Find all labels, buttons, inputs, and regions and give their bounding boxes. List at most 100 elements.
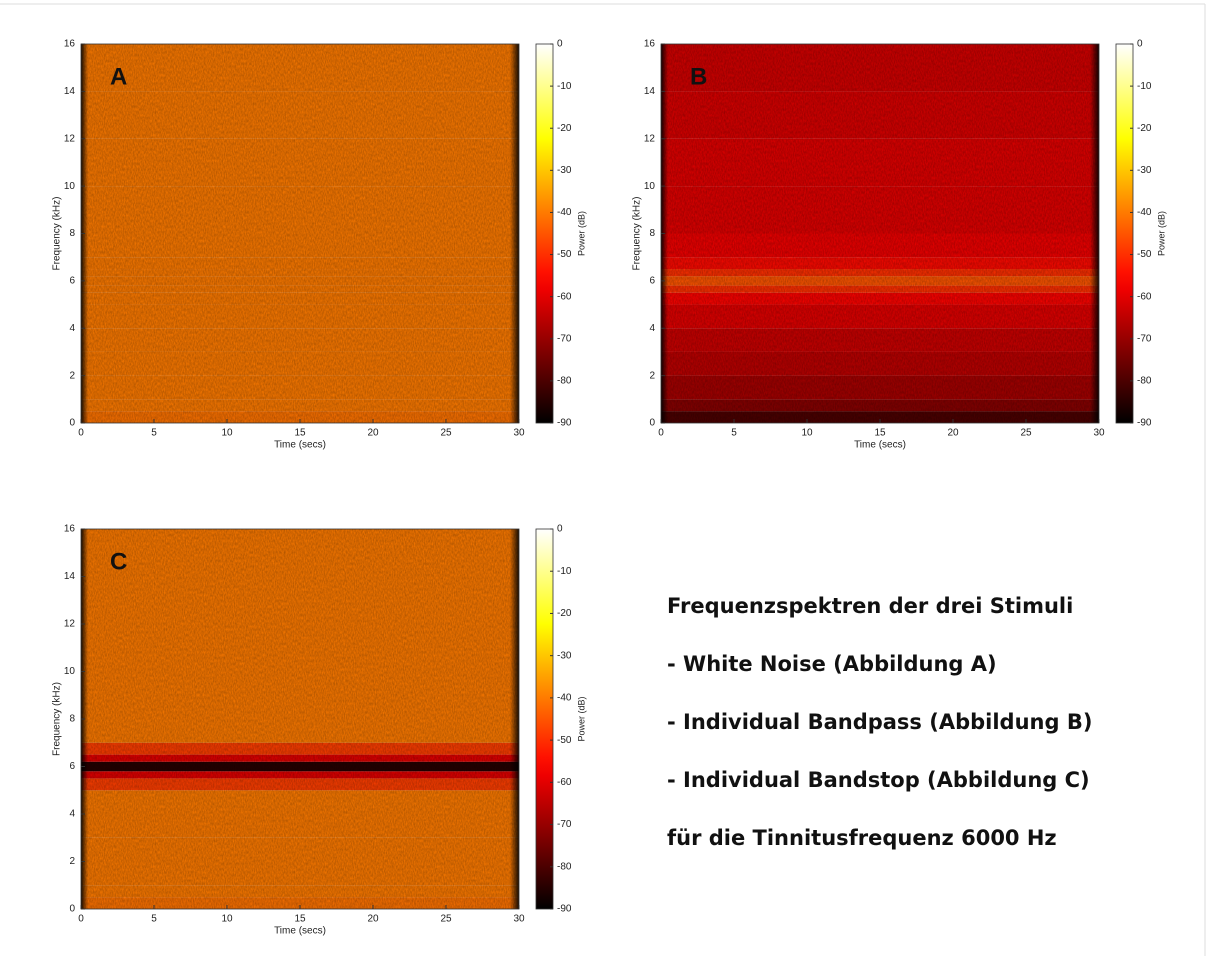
y-tick-label: 8 (649, 228, 655, 239)
colorbar-tick-label: -20 (557, 608, 572, 619)
caption-line: Frequenzspektren der drei Stimuli (667, 594, 1073, 618)
colorbar-tick-label: -70 (557, 819, 572, 830)
x-tick-label: 15 (874, 428, 886, 439)
colorbar-label: Power (dB) (576, 211, 586, 256)
x-tick-label: 20 (367, 914, 379, 925)
colorbar-tick-label: -10 (557, 81, 572, 92)
x-tick-label: 0 (78, 428, 84, 439)
y-tick-label: 10 (64, 666, 76, 677)
texture (81, 44, 519, 423)
caption-line: - Individual Bandstop (Abbildung C) (667, 768, 1090, 792)
edge-fade (510, 44, 519, 423)
y-tick-label: 16 (64, 524, 76, 535)
y-tick-label: 2 (69, 370, 75, 381)
caption-line: für die Tinnitusfrequenz 6000 Hz (667, 826, 1057, 850)
panel-label: C (110, 548, 127, 575)
x-axis-label: Time (secs) (854, 440, 906, 451)
y-tick-label: 16 (64, 39, 76, 50)
colorbar-tick-label: 0 (557, 524, 563, 535)
x-axis-label: Time (secs) (274, 926, 326, 937)
colorbar-tick-label: -50 (557, 735, 572, 746)
colorbar-tick-label: -20 (557, 123, 572, 134)
y-tick-label: 14 (64, 86, 76, 97)
colorbar-tick-label: -10 (557, 566, 572, 577)
y-axis-label: Frequency (kHz) (52, 682, 63, 756)
colorbar-tick-label: -30 (557, 165, 572, 176)
colorbar (535, 43, 554, 424)
y-axis-label: Frequency (kHz) (632, 197, 643, 271)
y-tick-label: 12 (64, 619, 76, 630)
colorbar-tick-label: -60 (1137, 291, 1152, 302)
x-tick-label: 30 (513, 914, 525, 925)
y-tick-label: 10 (644, 181, 656, 192)
y-tick-label: 0 (69, 418, 75, 429)
colorbar-tick-label: -50 (1137, 249, 1152, 260)
colorbar-tick-label: -30 (557, 650, 572, 661)
x-tick-label: 25 (440, 914, 452, 925)
colorbar-tick-label: -90 (557, 904, 572, 915)
y-tick-label: 4 (649, 323, 655, 334)
x-tick-label: 10 (801, 428, 813, 439)
caption-line: - White Noise (Abbildung A) (667, 652, 997, 676)
spectrogram-panel: B 0 5 10 15 20 25 30 0 2 4 6 8 10 12 14 16 Time (secs) Fre… (632, 39, 1167, 451)
x-tick-label: 0 (78, 914, 84, 925)
colorbar-tick-label: -70 (1137, 333, 1152, 344)
y-tick-label: 12 (64, 133, 76, 144)
x-tick-label: 25 (1020, 428, 1032, 439)
edge-fade (1090, 44, 1099, 423)
caption: Frequenzspektren der drei Stimuli - White… (667, 594, 1092, 850)
y-tick-label: 14 (64, 571, 76, 582)
y-tick-label: 6 (69, 276, 75, 287)
x-tick-label: 25 (440, 428, 452, 439)
colorbar-tick-label: -40 (557, 207, 572, 218)
y-tick-label: 14 (644, 86, 656, 97)
colorbar-tick-label: -90 (557, 418, 572, 429)
colorbar-tick-label: 0 (557, 39, 563, 50)
y-tick-label: 4 (69, 323, 75, 334)
colorbar-tick-label: -80 (1137, 376, 1152, 387)
spectrogram-panel: C 0 5 10 15 20 25 30 0 2 4 6 8 10 12 14 16 Time (secs) Fre… (52, 524, 587, 937)
colorbar-tick-label: 0 (1137, 39, 1143, 50)
y-axis-label: Frequency (kHz) (52, 197, 63, 271)
colorbar-tick-label: -60 (557, 777, 572, 788)
x-tick-label: 10 (221, 914, 233, 925)
colorbar-tick-label: -50 (557, 249, 572, 260)
x-tick-label: 0 (658, 428, 664, 439)
x-tick-label: 10 (221, 428, 233, 439)
texture (661, 44, 1099, 423)
y-tick-label: 4 (69, 809, 75, 820)
colorbar-tick-label: -80 (557, 376, 572, 387)
y-tick-label: 16 (644, 39, 656, 50)
x-tick-label: 5 (151, 914, 157, 925)
x-tick-label: 30 (513, 428, 525, 439)
colorbar (535, 528, 554, 910)
colorbar-tick-label: -40 (557, 693, 572, 704)
colorbar-tick-label: -40 (1137, 207, 1152, 218)
y-tick-label: 2 (69, 856, 75, 867)
colorbar-tick-label: -30 (1137, 165, 1152, 176)
panel-label: B (690, 63, 707, 90)
x-tick-label: 20 (947, 428, 959, 439)
colorbar-tick-label: -20 (1137, 123, 1152, 134)
y-tick-label: 12 (644, 133, 656, 144)
x-tick-label: 5 (731, 428, 737, 439)
y-tick-label: 2 (649, 370, 655, 381)
x-tick-label: 30 (1093, 428, 1105, 439)
y-tick-label: 10 (64, 181, 76, 192)
x-tick-label: 5 (151, 428, 157, 439)
colorbar-label: Power (dB) (1156, 211, 1166, 256)
caption-line: - Individual Bandpass (Abbildung B) (667, 710, 1092, 734)
panel-label: A (110, 63, 127, 90)
spectrogram-panel: A 0 5 10 15 20 25 30 0 2 4 6 8 10 12 14 16 Time (secs) Fre… (52, 39, 587, 451)
y-tick-label: 0 (69, 904, 75, 915)
x-tick-label: 20 (367, 428, 379, 439)
colorbar-tick-label: -90 (1137, 418, 1152, 429)
colorbar-tick-label: -60 (557, 291, 572, 302)
y-tick-label: 8 (69, 714, 75, 725)
colorbar-tick-label: -70 (557, 333, 572, 344)
y-tick-label: 0 (649, 418, 655, 429)
colorbar-label: Power (dB) (576, 696, 586, 741)
y-tick-label: 8 (69, 228, 75, 239)
texture (81, 529, 519, 909)
